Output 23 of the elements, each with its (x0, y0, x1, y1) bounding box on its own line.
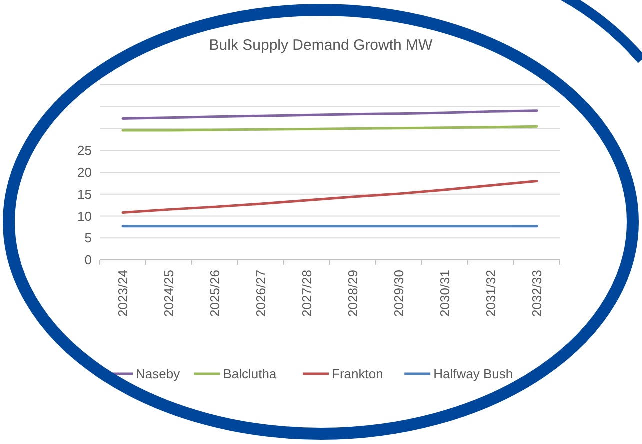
chart-title: Bulk Supply Demand Growth MW (209, 37, 434, 54)
y-tick-label: 10 (78, 208, 92, 224)
legend-label: Naseby (136, 366, 181, 382)
y-tick-label: 15 (78, 186, 92, 202)
x-tick-label: 2028/29 (346, 270, 361, 317)
legend-label: Balclutha (223, 366, 278, 382)
legend-label: Frankton (332, 366, 384, 382)
x-tick-label: 2031/32 (484, 270, 499, 317)
x-tick-label: 2024/25 (162, 270, 177, 317)
y-tick-label: 5 (84, 230, 92, 246)
y-tick-label: 25 (78, 143, 92, 158)
x-tick-label: 2023/24 (116, 270, 131, 317)
line-series (122, 110, 538, 120)
x-tick-label: 2026/27 (254, 270, 269, 317)
x-tick-label: 2027/28 (300, 270, 315, 317)
legend-label: Halfway Bush (434, 366, 514, 382)
x-tick-label: 2025/26 (208, 270, 223, 317)
x-tick-label: 2032/33 (530, 270, 545, 317)
x-tick-label: 2029/30 (392, 270, 407, 317)
y-tick-label: 20 (78, 165, 92, 180)
y-tick-label: 0 (84, 252, 92, 268)
x-tick-label: 2030/31 (438, 270, 453, 317)
line-series (122, 180, 538, 214)
